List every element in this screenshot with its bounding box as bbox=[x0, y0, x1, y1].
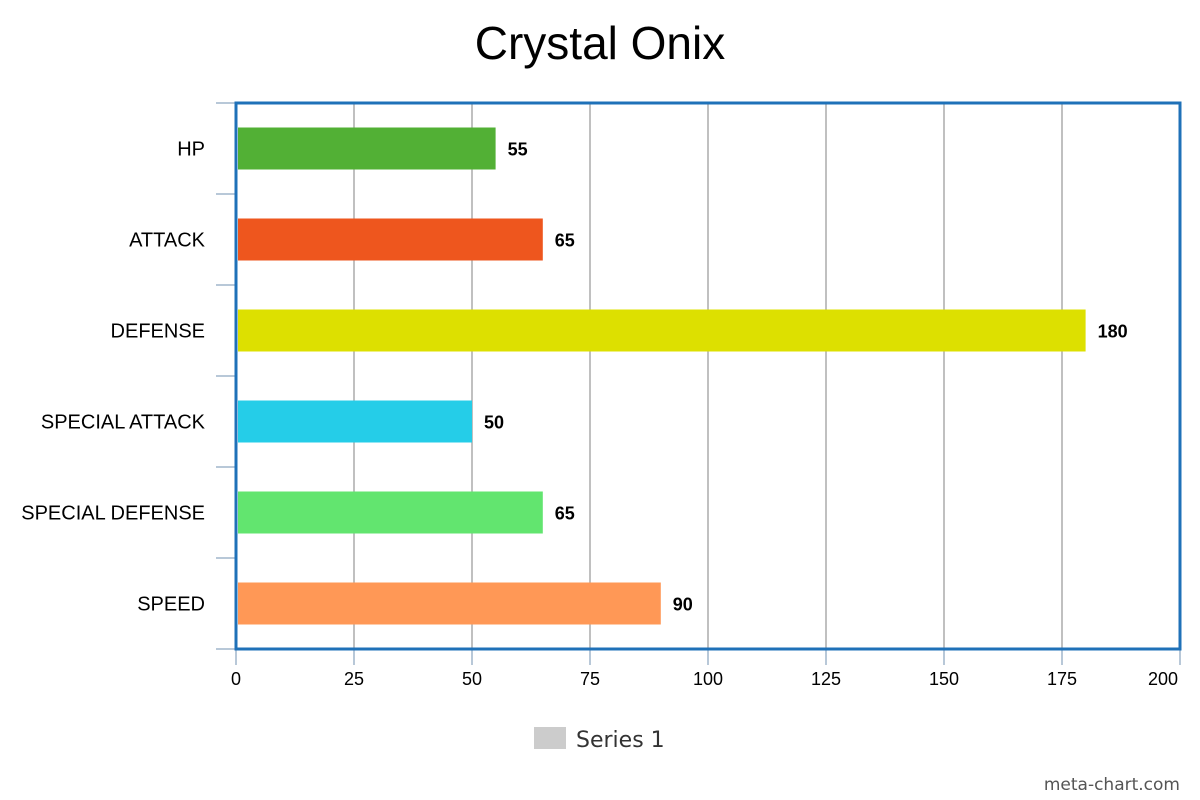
bar-special-defense bbox=[238, 491, 543, 534]
category-label-speed: SPEED bbox=[137, 594, 205, 616]
x-tick-label-100: 100 bbox=[693, 669, 723, 689]
x-tick-label-50: 50 bbox=[462, 669, 482, 689]
bar-hp bbox=[238, 127, 496, 170]
x-axis: 0 25 50 75 100 125 150 175 200 bbox=[216, 648, 1181, 689]
data-label-hp: 55 bbox=[508, 140, 528, 160]
legend-swatch bbox=[534, 727, 566, 749]
x-tick-label-75: 75 bbox=[580, 669, 600, 689]
chart-title: Crystal Onix bbox=[475, 17, 725, 69]
bar-attack bbox=[238, 218, 543, 261]
plot-frame bbox=[234, 101, 1182, 651]
category-label-attack: ATTACK bbox=[129, 230, 206, 252]
data-label-defense: 180 bbox=[1098, 322, 1128, 342]
bar-speed bbox=[238, 582, 661, 625]
x-tick-label-0: 0 bbox=[231, 669, 241, 689]
data-label-attack: 65 bbox=[555, 231, 575, 251]
category-label-special-defense: SPECIAL DEFENSE bbox=[21, 503, 205, 525]
x-tick-label-150: 150 bbox=[929, 669, 959, 689]
x-tick-label-25: 25 bbox=[344, 669, 364, 689]
bar-defense bbox=[238, 309, 1086, 352]
x-tick-label-125: 125 bbox=[811, 669, 841, 689]
grid-lines bbox=[353, 103, 1063, 649]
category-label-hp: HP bbox=[177, 139, 205, 161]
category-ticks bbox=[216, 102, 236, 650]
category-labels: HP ATTACK DEFENSE SPECIAL ATTACK SPECIAL DEF… bbox=[21, 139, 205, 616]
data-label-special-defense: 65 bbox=[555, 504, 575, 524]
data-labels: 55 65 180 50 65 90 bbox=[484, 140, 1128, 615]
legend-label: Series 1 bbox=[576, 728, 665, 753]
category-label-defense: DEFENSE bbox=[111, 321, 205, 343]
x-tick-label-200: 200 bbox=[1148, 669, 1178, 689]
bar-special-attack bbox=[238, 400, 472, 443]
watermark: meta-chart.com bbox=[1044, 775, 1180, 795]
category-label-special-attack: SPECIAL ATTACK bbox=[41, 412, 206, 434]
data-label-special-attack: 50 bbox=[484, 413, 504, 433]
data-label-speed: 90 bbox=[673, 595, 693, 615]
x-tick-label-175: 175 bbox=[1047, 669, 1077, 689]
legend: Series 1 bbox=[534, 727, 665, 753]
bars bbox=[238, 127, 1086, 625]
